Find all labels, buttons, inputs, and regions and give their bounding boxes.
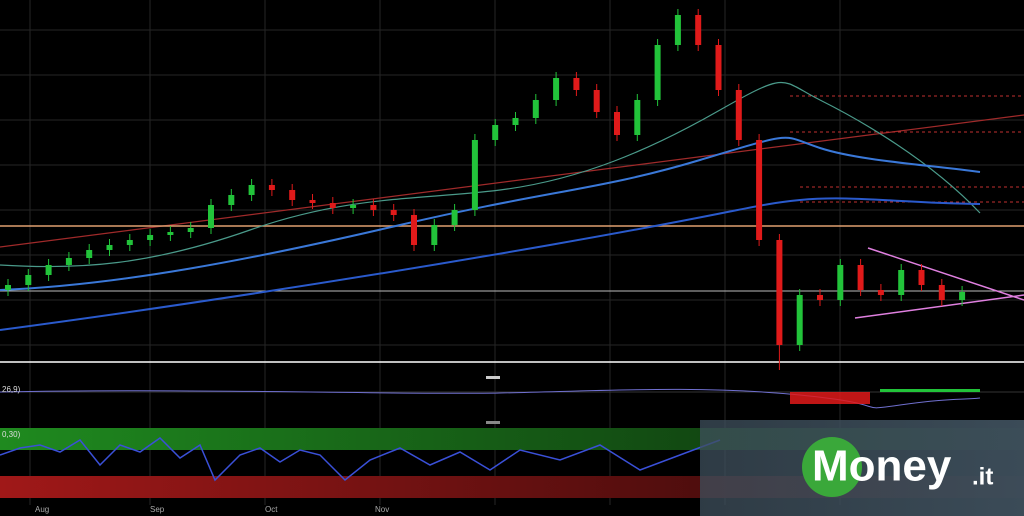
candle-body [938,285,945,300]
candle-body [857,265,864,290]
candle-body [593,90,600,112]
candle-body [370,205,377,210]
candle-body [25,275,32,285]
candle-body [695,15,702,45]
x-tick-label: Oct [265,505,278,514]
candle-body [512,118,519,125]
candles [5,9,966,370]
candle-body [898,270,905,295]
candle-body [918,270,925,285]
candle-body [776,240,783,345]
candle-body [715,45,722,90]
candle-body [877,290,884,295]
candle-body [86,250,93,258]
rsi-line [0,437,721,482]
pane-handle[interactable] [486,421,500,424]
candle-body [411,215,417,245]
macd-histogram [790,392,870,404]
candle-body [167,232,174,235]
candle-body [187,228,194,232]
candle-body [268,185,275,190]
candle-body [248,185,255,195]
candle-body [350,205,357,208]
candle-body [126,240,133,245]
candle-body [674,15,681,45]
candle-body [735,90,742,140]
candle-body [634,100,641,135]
candle-body [289,190,296,200]
macd-line [0,388,981,409]
candle-body [492,125,499,140]
macd-label: 26,9) [2,385,21,394]
candle-body [208,205,214,228]
candle-body [471,140,478,210]
candle-body [5,285,11,290]
candle-body [147,235,154,240]
logo-banner [700,420,1024,516]
candle-body [837,265,844,300]
candle-body [654,45,661,100]
x-tick-label: Sep [150,505,165,514]
candle-body [959,292,966,300]
candle-body [106,245,113,250]
candle-body [390,210,397,215]
candle-body [65,258,72,265]
logo-brand: Money [812,442,952,491]
candle-body [431,225,438,245]
macd-histogram [880,389,980,392]
candle-body [309,200,316,203]
candle-body [329,203,336,208]
candle-body [553,78,560,100]
candle-body [45,265,52,275]
candle-body [817,295,823,300]
logo-suffix: .it [972,463,993,490]
candle-body [756,140,763,240]
candle-body [796,295,803,345]
pane-handle[interactable] [486,376,500,379]
candle-body [228,195,235,205]
x-tick-label: Aug [35,505,49,514]
x-tick-label: Nov [375,505,389,514]
candle-body [614,112,620,135]
rsi-label: 0,30) [2,430,21,439]
logo-circle [802,437,862,497]
grid [0,0,1024,505]
candle-body [532,100,539,118]
candle-body [451,210,458,225]
candle-body [573,78,580,90]
